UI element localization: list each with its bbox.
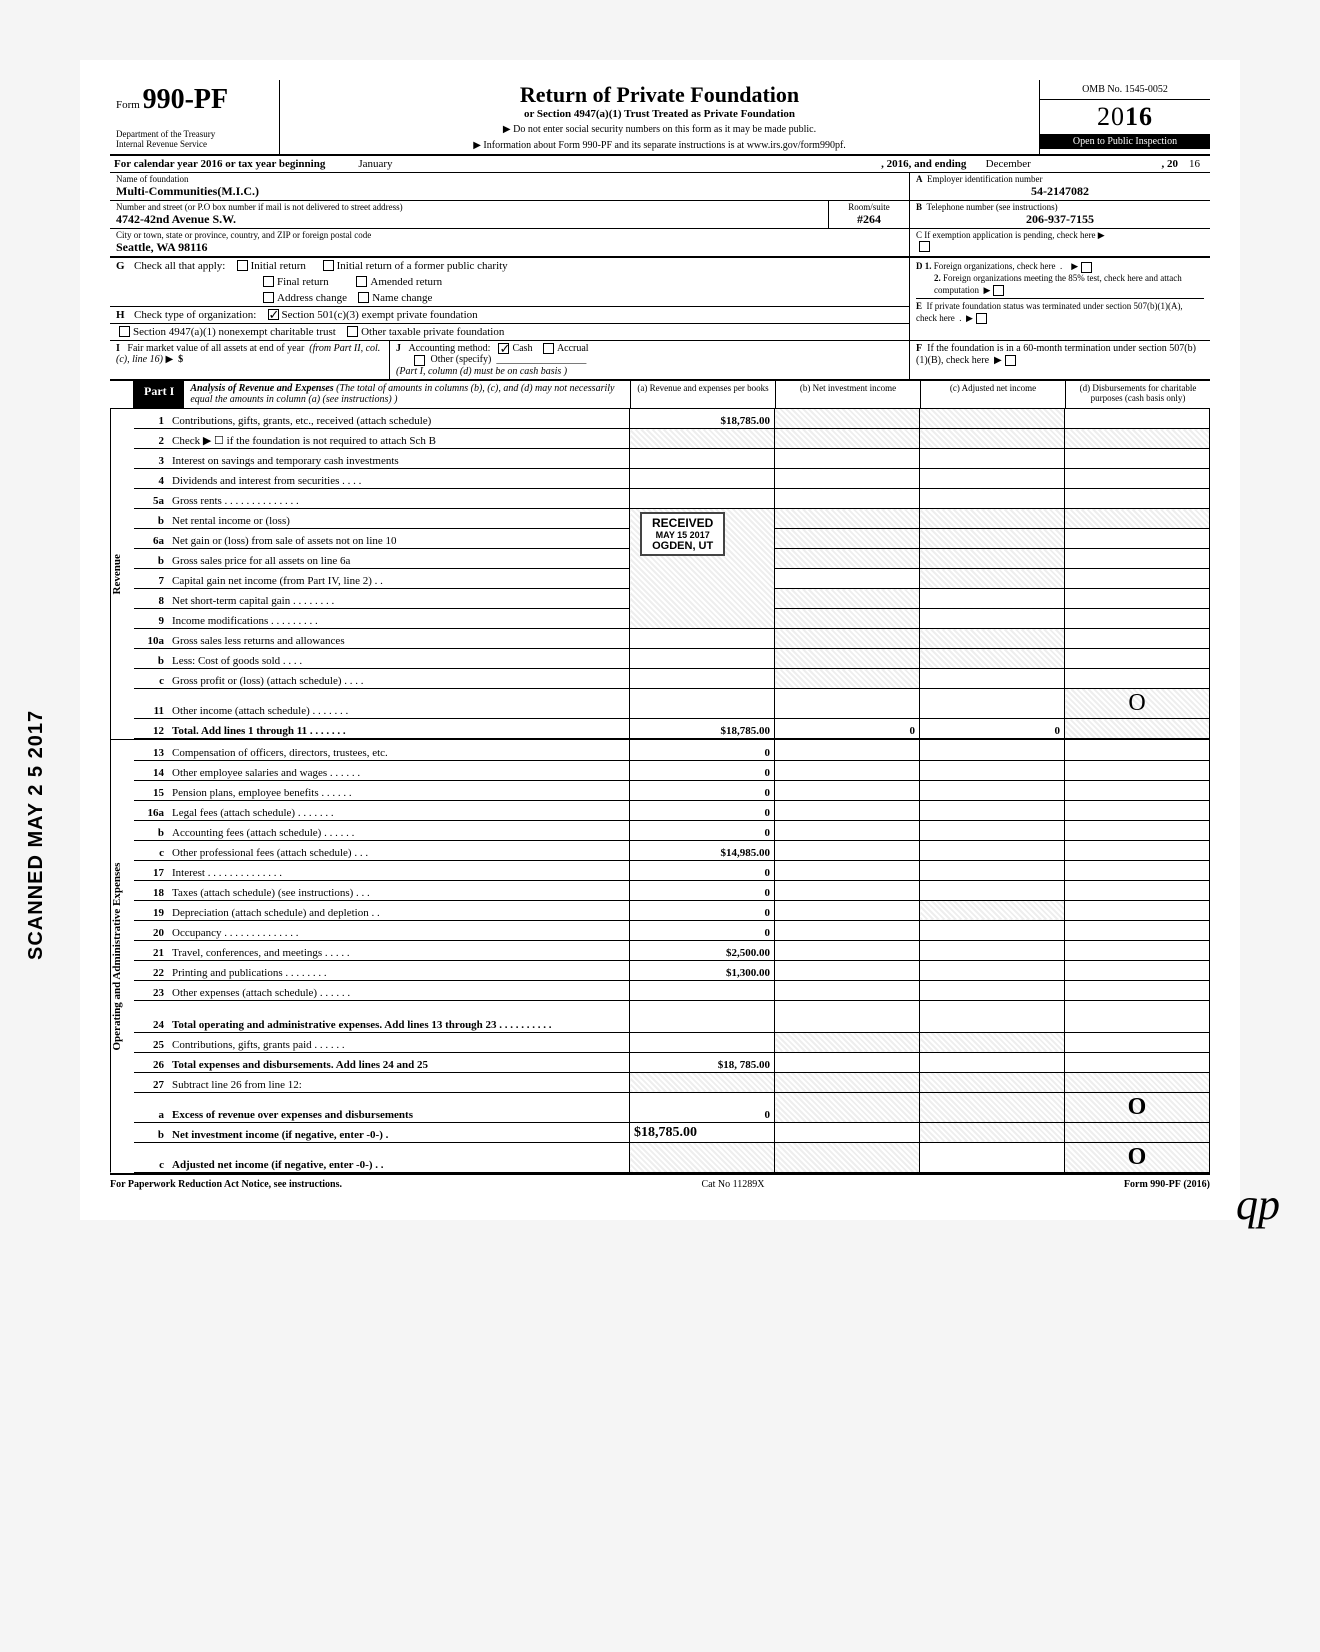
- cat-number: Cat No 11289X: [701, 1179, 764, 1190]
- final-return-checkbox[interactable]: [263, 276, 274, 287]
- form-number-text: 990-PF: [143, 84, 229, 115]
- note-d1: D 1. Foreign organizations, check here .…: [916, 261, 1204, 273]
- part1-label: Part I: [134, 381, 184, 408]
- revenue-section: Revenue 1Contributions, gifts, grants, e…: [110, 409, 1210, 741]
- scanned-stamp: SCANNED MAY 2 5 2017: [25, 710, 48, 960]
- i-j-row: I Fair market value of all assets at end…: [110, 341, 1210, 380]
- page-footer: For Paperwork Reduction Act Notice, see …: [110, 1175, 1210, 1190]
- form-number: Form 990-PF: [116, 84, 273, 116]
- initial-return-checkbox[interactable]: [237, 260, 248, 271]
- phone-value: 206-937-7155: [916, 213, 1204, 226]
- col-d-header: (d) Disbursements for charitable purpose…: [1065, 381, 1210, 408]
- form-id-box: Form 990-PF Department of the Treasury I…: [110, 80, 280, 154]
- other-accounting-checkbox[interactable]: [414, 355, 425, 366]
- form-header-row: Form 990-PF Department of the Treasury I…: [110, 80, 1210, 156]
- operating-table: 13Compensation of officers, directors, t…: [134, 740, 1210, 1173]
- form-pointer-1: ▶ Do not enter social security numbers o…: [286, 124, 1033, 136]
- paperwork-notice: For Paperwork Reduction Act Notice, see …: [110, 1179, 342, 1190]
- foundation-header: Name of foundation Multi-Communities(M.I…: [110, 173, 1210, 258]
- form-pointer-2: ▶ Information about Form 990-PF and its …: [286, 140, 1033, 152]
- accrual-checkbox[interactable]: [543, 343, 554, 354]
- exemption-checkbox[interactable]: [919, 241, 930, 252]
- treasury-dept: Department of the Treasury Internal Reve…: [116, 130, 273, 150]
- form-title-box: Return of Private Foundation or Section …: [280, 80, 1040, 154]
- 4947-trust-checkbox[interactable]: [119, 326, 130, 337]
- begin-month: January: [358, 158, 392, 170]
- foreign-org-checkbox[interactable]: [1081, 262, 1092, 273]
- form-page: SCANNED MAY 2 5 2017 Form 990-PF Departm…: [80, 60, 1240, 1220]
- end-year: 16: [1189, 158, 1200, 170]
- open-to-public: Open to Public Inspection: [1040, 134, 1210, 149]
- revenue-side-label: Revenue: [110, 409, 134, 740]
- initial-return-former-checkbox[interactable]: [323, 260, 334, 271]
- 60month-checkbox[interactable]: [1005, 355, 1016, 366]
- operating-side-label: Operating and Administrative Expenses: [110, 740, 134, 1173]
- form-subtitle: or Section 4947(a)(1) Trust Treated as P…: [286, 108, 1033, 120]
- calendar-year-row: For calendar year 2016 or tax year begin…: [110, 156, 1210, 173]
- ein-value: 54-2147082: [916, 185, 1204, 198]
- terminated-checkbox[interactable]: [976, 313, 987, 324]
- street-address: 4742-42nd Avenue S.W.: [116, 213, 822, 226]
- note-d2: 2. Foreign organizations meeting the 85%…: [916, 273, 1204, 296]
- cash-checkbox[interactable]: [498, 343, 509, 354]
- end-month: December: [986, 158, 1031, 170]
- amended-return-checkbox[interactable]: [356, 276, 367, 287]
- part1-desc: Analysis of Revenue and Expenses (The to…: [184, 381, 630, 408]
- form-year: 2016: [1040, 100, 1210, 134]
- 85pct-checkbox[interactable]: [993, 285, 1004, 296]
- form-title: Return of Private Foundation: [286, 82, 1033, 108]
- col-a-header: (a) Revenue and expenses per books: [630, 381, 775, 408]
- name-change-checkbox[interactable]: [358, 292, 369, 303]
- note-e: E If private foundation status was termi…: [916, 298, 1204, 324]
- omb-number: OMB No. 1545-0052: [1040, 80, 1210, 100]
- foundation-name: Multi-Communities(M.I.C.): [116, 185, 903, 198]
- col-c-header: (c) Adjusted net income: [920, 381, 1065, 408]
- initials-mark: qp: [1236, 1179, 1280, 1230]
- city-value: Seattle, WA 98116: [116, 241, 903, 254]
- exemption-pending: C If exemption application is pending, c…: [916, 231, 1204, 241]
- col-b-header: (b) Net investment income: [775, 381, 920, 408]
- operating-section: Operating and Administrative Expenses 13…: [110, 740, 1210, 1175]
- omb-box: OMB No. 1545-0052 2016 Open to Public In…: [1040, 80, 1210, 154]
- form-footer-label: Form 990-PF (2016): [1124, 1179, 1210, 1190]
- received-stamp: RECEIVED MAY 15 2017 OGDEN, UT: [640, 512, 725, 556]
- form-label: Form: [116, 99, 140, 111]
- city-label: City or town, state or province, country…: [116, 231, 903, 241]
- 501c3-checkbox[interactable]: [268, 309, 279, 320]
- revenue-table: 1Contributions, gifts, grants, etc., rec…: [134, 409, 1210, 740]
- other-taxable-checkbox[interactable]: [347, 326, 358, 337]
- note-f: F If the foundation is in a 60-month ter…: [910, 341, 1210, 378]
- address-change-checkbox[interactable]: [263, 292, 274, 303]
- room-value: #264: [835, 213, 903, 226]
